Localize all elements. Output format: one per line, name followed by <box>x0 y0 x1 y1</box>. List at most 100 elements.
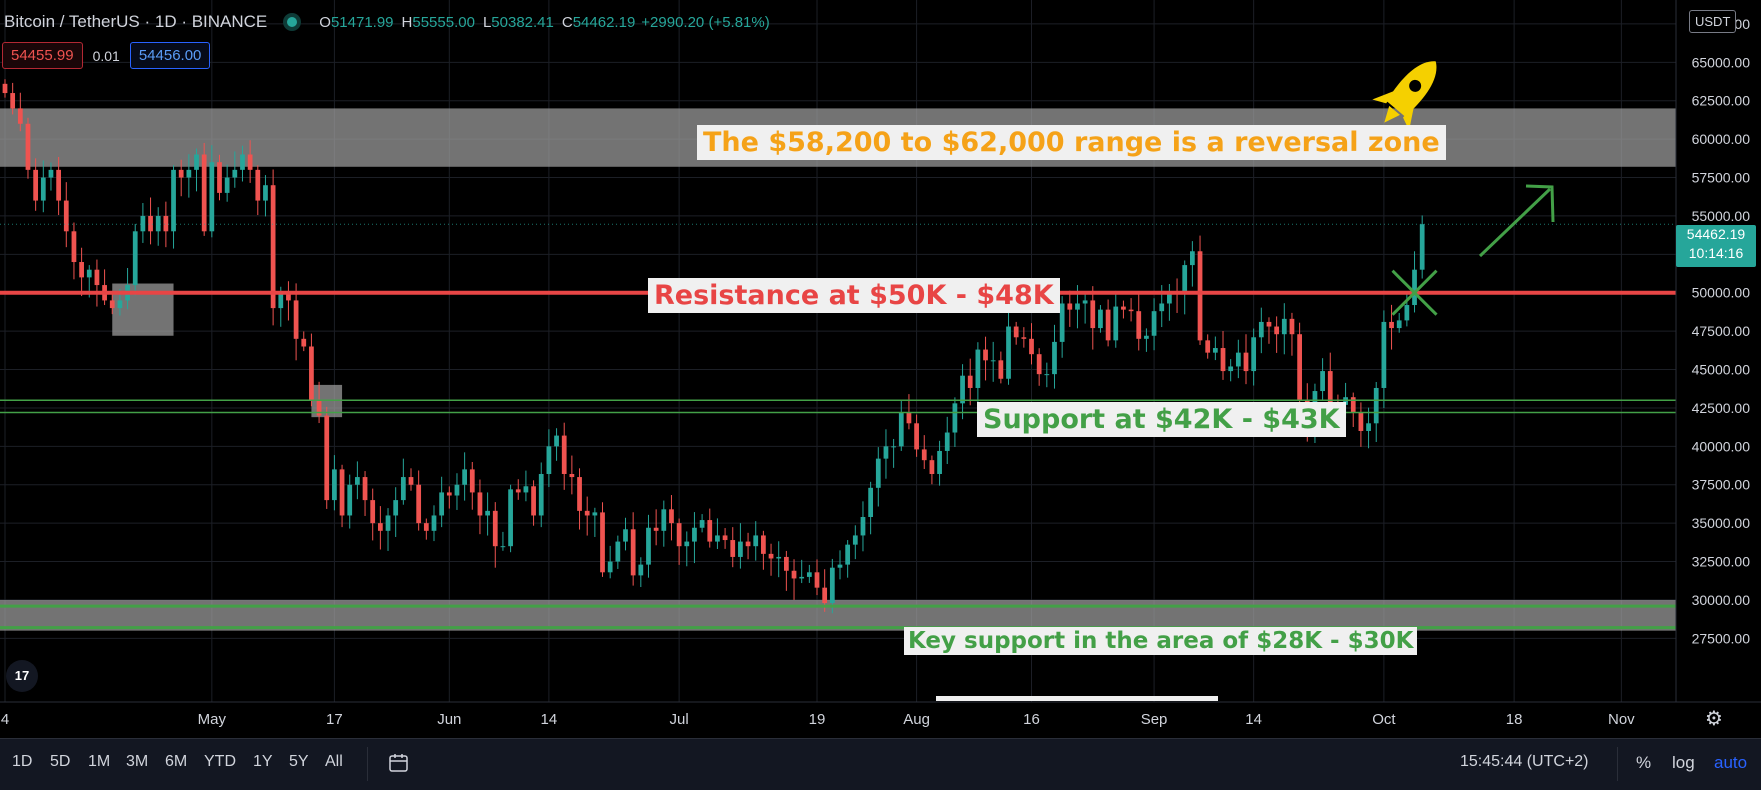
buy-button[interactable]: 54456.00 <box>129 42 211 69</box>
price-chart[interactable]: 27500.00 30000.00 32500.00 35000.00 37500.00… <box>0 0 1761 738</box>
price-axis-label: 42500.00 <box>1692 400 1751 416</box>
candle-body <box>783 556 789 571</box>
candle-body <box>1381 321 1387 388</box>
range-1y[interactable]: 1Y <box>253 753 273 770</box>
candle-body <box>852 535 858 545</box>
candle-body <box>814 572 820 588</box>
range-1m[interactable]: 1M <box>88 753 111 770</box>
candle-body <box>1412 269 1417 306</box>
resistance-annotation[interactable]: Resistance at $50K - $48K <box>648 278 1060 313</box>
candle-body <box>324 415 330 501</box>
candle-body <box>431 515 437 531</box>
candle-body <box>1044 374 1050 376</box>
auto-scale-toggle[interactable]: auto <box>1714 753 1748 772</box>
candle-body <box>898 412 904 447</box>
candle-body <box>1419 224 1425 270</box>
reversal-zone-annotation[interactable]: The $58,200 to $62,000 range is a revers… <box>697 125 1446 160</box>
time-axis-label: 18 <box>1506 711 1523 728</box>
candle-body <box>952 403 958 433</box>
candle-body <box>1235 352 1241 367</box>
sell-button[interactable]: 54455.99 <box>2 42 83 69</box>
log-toggle[interactable]: log <box>1672 753 1695 772</box>
candle-body <box>217 162 222 193</box>
range-5y[interactable]: 5Y <box>289 753 309 770</box>
candle-body <box>799 576 805 579</box>
time-axis-label: 14 <box>541 711 558 728</box>
clock-timezone[interactable]: 15:45:44 (UTC+2) <box>1460 753 1589 770</box>
candle-body <box>1067 303 1073 310</box>
timeline-scroll-thumb[interactable] <box>936 696 1218 701</box>
gear-icon[interactable]: ⚙ <box>1705 708 1723 730</box>
candle-body <box>1189 251 1195 266</box>
candle-body <box>1343 397 1348 405</box>
candle-body <box>837 564 843 568</box>
range-ytd[interactable]: YTD <box>204 753 236 770</box>
candle-body <box>1266 321 1272 327</box>
open-label: O <box>319 13 331 31</box>
candle-body <box>692 527 697 542</box>
candle-body <box>500 546 506 548</box>
candle-body <box>761 535 766 554</box>
price-axis-label: 55000.00 <box>1692 208 1751 224</box>
percent-toggle[interactable]: % <box>1636 753 1652 772</box>
candle-body <box>1197 251 1203 341</box>
last-price: 54462.19 <box>1686 226 1746 242</box>
candle-body <box>722 535 728 541</box>
candle-body <box>1159 303 1165 312</box>
candle-body <box>875 458 881 488</box>
candle-body <box>240 154 245 170</box>
candle-body <box>914 423 919 450</box>
candle-body <box>163 215 169 232</box>
candle-body <box>1029 338 1034 355</box>
candle-body <box>967 375 973 388</box>
breakout-cross-icon <box>1391 269 1438 316</box>
candle-body <box>71 231 77 263</box>
candle-body <box>638 564 644 576</box>
candle-body <box>1128 309 1134 312</box>
candle-body <box>56 169 61 201</box>
candle-body <box>1121 306 1126 310</box>
zone-band <box>0 599 1676 631</box>
range-1d[interactable]: 1D <box>12 753 33 770</box>
candle-body <box>1105 309 1111 341</box>
toolbar-divider <box>367 747 368 781</box>
support-annotation[interactable]: Support at $42K - $43K <box>977 402 1346 437</box>
candle-body <box>232 169 238 178</box>
tradingview-logo[interactable]: 17 <box>6 660 38 692</box>
candle-body <box>263 185 268 201</box>
candle-body <box>1182 265 1188 295</box>
time-axis: 4 May 17 Jun 14 Jul 19 Aug 16 Sep 14 Oct 18 Nov <box>1 711 1635 728</box>
price-axis-label: 60000.00 <box>1692 131 1751 147</box>
candle-body <box>653 527 659 531</box>
candle-body <box>1289 318 1295 335</box>
candle-body <box>209 162 215 232</box>
candle-body <box>944 432 950 451</box>
time-axis-label: 16 <box>1023 711 1040 728</box>
candle-body <box>868 487 874 518</box>
candle-body <box>791 570 797 579</box>
currency-button[interactable]: USDT <box>1689 10 1737 33</box>
key-support-annotation[interactable]: Key support in the area of $28K - $30K <box>904 627 1418 655</box>
candle-body <box>860 517 866 536</box>
range-3m[interactable]: 3M <box>126 753 149 770</box>
last-price-tag: 54462.19 10:14:16 <box>1676 225 1756 267</box>
candle-body <box>569 473 575 478</box>
time-axis-label: Oct <box>1372 711 1396 728</box>
calendar-icon[interactable] <box>388 752 410 774</box>
arrow-up-right-icon <box>1478 184 1555 258</box>
candle-body <box>1297 334 1302 401</box>
close-label: C <box>561 13 573 31</box>
drawing-overlays <box>1372 61 1555 316</box>
price-axis-label: 35000.00 <box>1692 515 1751 531</box>
time-axis-label: Jun <box>437 711 461 728</box>
candle-body <box>339 469 345 516</box>
symbol-title[interactable]: Bitcoin / TetherUS · 1D · BINANCE <box>4 12 268 31</box>
candle-body <box>171 169 176 232</box>
range-5d[interactable]: 5D <box>50 753 71 770</box>
range-6m[interactable]: 6M <box>165 753 188 770</box>
candle-body <box>132 231 138 286</box>
high-value: 55555.00 <box>412 13 475 31</box>
candle-body <box>201 154 207 232</box>
range-all[interactable]: All <box>325 753 343 770</box>
candle-body <box>1396 320 1402 329</box>
